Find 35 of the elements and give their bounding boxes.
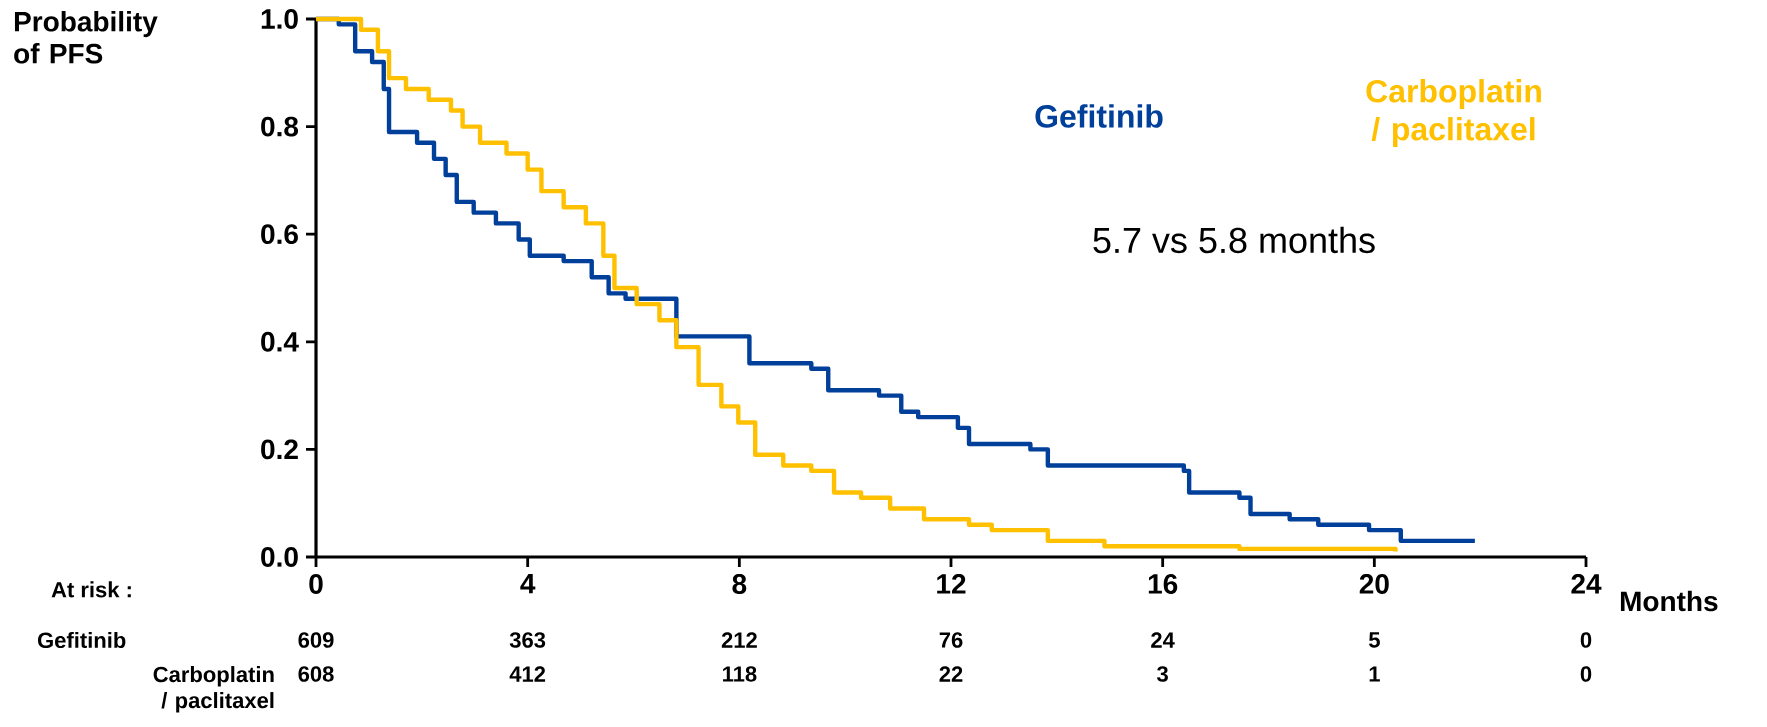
- text: Carboplatin / paclitaxel: [1366, 79, 1541, 147]
- x-tick-label: 8: [732, 574, 747, 594]
- x-axis-title: Months: [1620, 590, 1718, 612]
- text: 0: [1580, 666, 1592, 682]
- x-tick-label: 20: [1359, 574, 1389, 594]
- x-tick-label: 4: [520, 574, 536, 594]
- text: 212: [721, 632, 757, 648]
- y-tick-label: 0.0: [261, 547, 298, 567]
- text: 22: [939, 666, 963, 682]
- text: 118: [723, 666, 757, 682]
- y-tick-label: 0.2: [261, 439, 298, 460]
- y-tick-label: 0.8: [261, 116, 299, 137]
- text: 412: [509, 666, 546, 682]
- text: 1: [1369, 666, 1380, 682]
- text: 608: [298, 666, 334, 682]
- annotation: 5.7 vs 5.8 months: [1093, 226, 1375, 254]
- text: 0: [1580, 632, 1592, 648]
- text: At risk :: [51, 581, 131, 598]
- text: 363: [509, 632, 546, 648]
- x-tick-label: 12: [937, 574, 966, 594]
- x-tick-label: 24: [1571, 574, 1602, 594]
- text: 76: [939, 632, 963, 648]
- y-tick-label: 1.0: [261, 9, 298, 29]
- x-tick-label: 0: [309, 574, 323, 594]
- y-tick-label: 0.6: [261, 224, 298, 245]
- y-axis-title: Probability of PFS: [14, 11, 158, 64]
- text: Gefitinib: [1035, 104, 1163, 128]
- text: Carboplatin / paclitaxel: [153, 666, 274, 713]
- text: 24: [1151, 632, 1175, 648]
- x-tick-label: 16: [1148, 574, 1178, 594]
- text: Gefitinib: [37, 631, 126, 649]
- text: 3: [1156, 666, 1168, 682]
- text: 5: [1368, 632, 1380, 648]
- y-tick-label: 0.4: [261, 331, 299, 352]
- text: 609: [298, 632, 334, 648]
